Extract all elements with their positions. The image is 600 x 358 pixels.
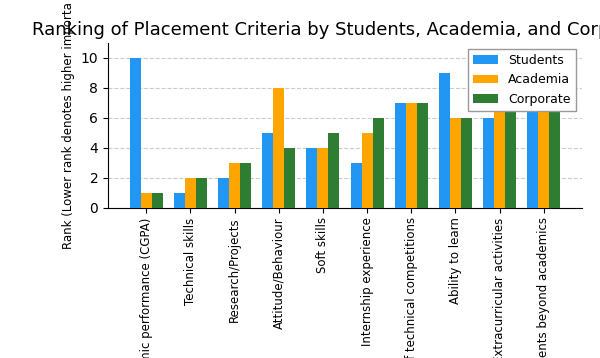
Bar: [527, 88, 538, 208]
Bar: [395, 103, 406, 208]
Bar: [461, 118, 472, 208]
Bar: [152, 193, 163, 208]
Bar: [174, 193, 185, 208]
Bar: [240, 163, 251, 208]
Bar: [273, 88, 284, 208]
Bar: [417, 103, 428, 208]
Bar: [307, 148, 317, 208]
Bar: [317, 148, 328, 208]
Legend: Students, Academia, Corporate: Students, Academia, Corporate: [468, 49, 576, 111]
Bar: [505, 73, 516, 208]
Bar: [185, 178, 196, 208]
Bar: [538, 73, 550, 208]
Bar: [494, 58, 505, 208]
Bar: [140, 193, 152, 208]
Bar: [550, 58, 560, 208]
Bar: [130, 58, 140, 208]
Bar: [439, 73, 450, 208]
Bar: [218, 178, 229, 208]
Bar: [350, 163, 362, 208]
Bar: [328, 133, 340, 208]
Title: Ranking of Placement Criteria by Students, Academia, and Corporate: Ranking of Placement Criteria by Student…: [32, 21, 600, 39]
Y-axis label: Rank (Lower rank denotes higher importa: Rank (Lower rank denotes higher importa: [62, 2, 75, 249]
Bar: [373, 118, 383, 208]
Bar: [406, 103, 417, 208]
Bar: [229, 163, 240, 208]
Bar: [284, 148, 295, 208]
Bar: [450, 118, 461, 208]
Bar: [483, 118, 494, 208]
Bar: [196, 178, 207, 208]
Bar: [262, 133, 273, 208]
Bar: [362, 133, 373, 208]
